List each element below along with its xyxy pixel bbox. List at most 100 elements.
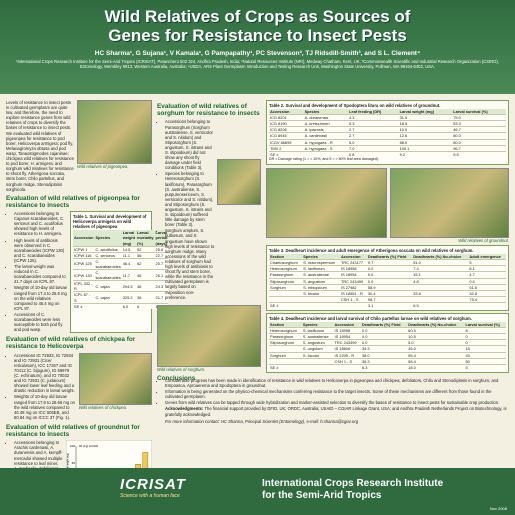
table-cell — [301, 357, 334, 365]
table-cell: ICPW 116 — [73, 251, 95, 259]
table-cell: SE ± — [269, 301, 303, 308]
table-cell: S. bicolor — [301, 351, 334, 359]
table-cell: 30.4 — [366, 289, 413, 297]
table-row: SE ± 3.1 6.5 — [269, 301, 506, 308]
column-header: Section — [269, 254, 303, 260]
table-cell: Sorghum — [269, 283, 303, 291]
table-cell: 62 — [136, 257, 155, 270]
table-cell: 8.1 — [468, 265, 506, 272]
table-row: ICPW 116 C. sericeus 11.1 56 22.7 — [73, 251, 169, 259]
table-cell: 53.3 — [452, 120, 506, 127]
table-cell: 4.3 — [348, 114, 399, 121]
list-item: Weights of 10-day old larvae ranged from… — [14, 394, 76, 419]
table-cell: IS 18954 — [333, 333, 361, 340]
table-4-body: Heterosorghum S. laxiflorum IS 18958 0.0 60.… — [269, 327, 506, 370]
table-row: SE ±6.061.62 — [73, 302, 169, 309]
table-cell: 5.0 — [348, 138, 399, 146]
table-cell: Stiposorghum — [269, 277, 303, 285]
table-cell: 34.3 — [360, 345, 408, 353]
table-row: ICG 8206 A. ipaensis 2.7 10.0 46.7 — [269, 126, 506, 133]
table-cell: 325.2 — [121, 291, 137, 304]
column-header: Leaf feeding (DR) — [348, 109, 399, 115]
table-cell: IS 18606 — [333, 345, 361, 353]
table-cell: IS 18958 — [333, 327, 361, 334]
table-row: S. bicolor IS 18551 - R 30.4 33.8 32.8 — [269, 289, 506, 297]
table-cell: 0.0 — [366, 265, 413, 272]
table-cell: S. bicolor — [302, 289, 340, 297]
table-cell: 9.7 — [366, 259, 413, 266]
column-header: Larval weight (mg) — [398, 109, 453, 115]
column-header: Larval survival (%) — [452, 109, 506, 115]
chickpea-photo-caption: Wild relatives of chickpea. — [78, 404, 128, 410]
poster-date: Nov 2008 — [489, 506, 507, 511]
logo-name: ICRISAT — [120, 476, 186, 493]
table-cell: 0.0 — [366, 277, 413, 285]
table-cell: TMV 2 — [269, 144, 304, 152]
column-header: Species — [301, 322, 334, 328]
table-cell: IS 27982 — [340, 283, 367, 291]
table-cell: 14.5 — [121, 245, 137, 253]
y-tick-label: 50 — [72, 461, 76, 465]
table-cell: 0 — [464, 333, 506, 340]
table-cell: 8 — [464, 327, 506, 334]
table-cell: 100.1 — [398, 144, 453, 152]
table-cell: 0.0 — [360, 339, 408, 346]
table-row: SE ± 0.8 9.2 9.5 — [269, 150, 506, 157]
table-cell: 0.0 — [468, 277, 506, 285]
table-cell: C. scarabaeoides — [94, 269, 122, 281]
table-row: Sorghum S. bicolor IS 2205 - R 38.0 95.4 43 — [269, 351, 506, 359]
table-1-body: ICPW 1 C. acutifolius 14.5 52 25.6 ICPW 116 C.… — [73, 245, 169, 309]
groundnut-photo-caption: Wild relatives of groundnut. — [458, 237, 509, 243]
table-cell: 75.0 — [452, 114, 506, 121]
table-cell: 5.3 — [348, 120, 399, 127]
table-cell: S. ethiopicum — [302, 283, 340, 291]
table-row: Stiposorghum S. angustum TRC 243499 0.0 4.8 0… — [269, 277, 506, 285]
table-cell: Chaetosorghum — [269, 259, 303, 266]
column-header: Deadhearts (%) Field — [366, 254, 413, 260]
table-cell: C. acutifolius — [94, 245, 122, 253]
column-header: Accession — [333, 322, 361, 328]
list-item: Sorghum amplum, S. bulbosum, and S. angu… — [165, 228, 215, 299]
table-1: Table 1. Survival and development of Hel… — [70, 211, 169, 334]
table-cell — [301, 363, 334, 370]
table-cell: 58.4 — [407, 357, 465, 365]
column-right: Table 2. Survival and development of Spo… — [266, 100, 509, 373]
table-cell — [468, 301, 506, 308]
table-cell: ICPW 130 — [73, 269, 95, 281]
table-cell: ICG 8190 — [269, 120, 304, 127]
title-line-1: Wild Relatives of Crops as Sources of — [104, 7, 411, 26]
table-cell: 56 — [136, 251, 155, 259]
chickpea-bullets: Accessions IG 72933, IG 72934 and IG 729… — [6, 353, 76, 421]
y-axis-label: Larval weight (mg) — [67, 453, 70, 473]
table-row: TMV 2 A. hypogaea - S 7.0 100.1 96.7 — [269, 144, 506, 152]
table-cell: ICGV 86699 — [269, 138, 304, 146]
table-cell: 10.5 — [407, 333, 465, 340]
table-cell: IS 18551 - R — [340, 289, 367, 297]
table-cell — [412, 283, 469, 291]
column-header: Deadhearts (%) No-choice — [412, 254, 469, 260]
institute-name: International Crops Research Institute f… — [262, 478, 443, 502]
icrisat-logo: ICRISAT Science with a human face — [120, 476, 186, 499]
table-row: Sorghum S. ethiopicum IS 27982 58.9 51.6 — [269, 283, 506, 291]
table-cell: 10.0 — [398, 126, 453, 133]
table-row: CSH 1 - S 98.7 75.4 — [269, 295, 506, 303]
table-cell: 46.7 — [452, 126, 506, 133]
table-cell: 294.5 — [121, 280, 137, 292]
table-cell: 46 — [136, 280, 155, 292]
table-row: ICG 8201 A. duranensis 4.3 31.5 75.0 — [269, 114, 506, 121]
column-middle: Evaluation of wild relatives of sorghum … — [157, 100, 261, 384]
table-row: ICPW 125 C. scarabaeoides 46.4 62 25.7 — [73, 257, 169, 270]
table-cell: 51.0 — [412, 259, 469, 266]
table-cell: ICPL 332 - R — [73, 280, 95, 292]
column-header: Species — [303, 109, 349, 115]
table-cell: 36.3 — [360, 357, 408, 365]
table-cell: 98.7 — [366, 295, 413, 303]
column-header: Accession — [269, 109, 304, 115]
table-2-note: DR = Damage rating (1 = < 10%, and 9 = >… — [269, 156, 379, 161]
table-cell: A. ipaensis — [303, 126, 349, 133]
table-cell: 43 — [464, 351, 506, 359]
column-header: Section — [269, 322, 302, 328]
title-line-2: Genes for Resistance to Insect Pests — [108, 26, 407, 45]
table-cell: 21.7 — [154, 291, 169, 304]
